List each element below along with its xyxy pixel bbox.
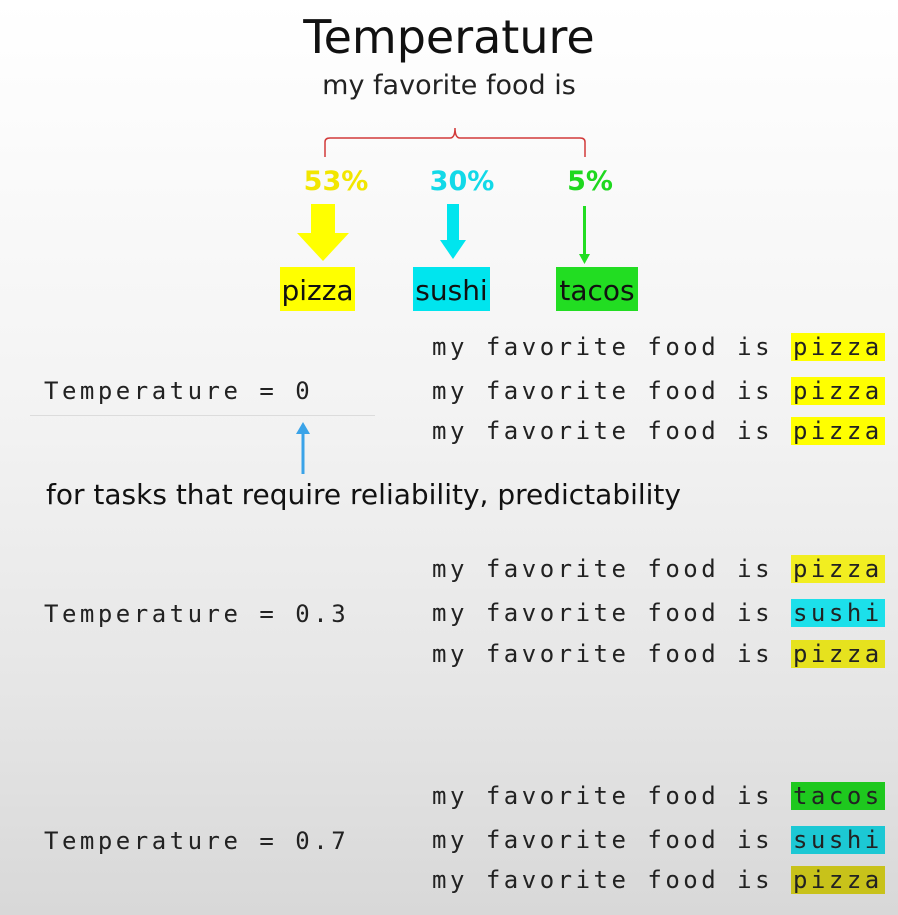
example-line: my favorite food is sushi — [432, 599, 885, 627]
highlighted-word: tacos — [790, 782, 885, 810]
percent-sushi: 30% — [429, 166, 495, 197]
word-sushi: sushi — [413, 267, 490, 311]
up-arrow-icon — [296, 422, 310, 474]
example-line: my favorite food is pizza — [432, 417, 885, 445]
brace-and-arrows — [297, 127, 590, 264]
highlighted-word: pizza — [790, 333, 885, 361]
arrow-pizza-icon — [297, 204, 349, 261]
example-prefix: my favorite food is — [432, 866, 791, 894]
reliability-note: for tasks that require reliability, pred… — [46, 478, 681, 511]
word-tacos: tacos — [556, 267, 638, 311]
word-pizza: pizza — [280, 267, 355, 311]
example-line: my favorite food is pizza — [432, 866, 885, 894]
temperature-label-0-3: Temperature = 0.3 — [44, 600, 350, 628]
highlighted-word: pizza — [790, 417, 885, 445]
example-prefix: my favorite food is — [432, 599, 791, 627]
divider — [30, 415, 375, 416]
example-line: my favorite food is tacos — [432, 782, 885, 810]
highlighted-word: pizza — [790, 555, 885, 583]
example-prefix: my favorite food is — [432, 417, 791, 445]
highlighted-word: pizza — [790, 377, 885, 405]
example-prefix: my favorite food is — [432, 782, 791, 810]
highlighted-word: sushi — [790, 826, 885, 854]
example-line: my favorite food is pizza — [432, 555, 885, 583]
example-prefix: my favorite food is — [432, 377, 791, 405]
prompt-text: my favorite food is — [322, 70, 576, 101]
temperature-label-0-7: Temperature = 0.7 — [44, 827, 350, 855]
example-line: my favorite food is pizza — [432, 333, 885, 361]
example-line: my favorite food is sushi — [432, 826, 885, 854]
arrow-tacos-icon — [579, 206, 590, 264]
highlighted-word: pizza — [790, 640, 885, 668]
example-line: my favorite food is pizza — [432, 377, 885, 405]
highlighted-word: sushi — [790, 599, 885, 627]
arrow-sushi-icon — [440, 204, 466, 259]
example-line: my favorite food is pizza — [432, 640, 885, 668]
example-prefix: my favorite food is — [432, 826, 791, 854]
diagram-title: Temperature — [303, 10, 595, 64]
example-prefix: my favorite food is — [432, 333, 791, 361]
example-prefix: my favorite food is — [432, 640, 791, 668]
probability-brace — [324, 127, 586, 157]
example-prefix: my favorite food is — [432, 555, 791, 583]
percent-tacos: 5% — [567, 166, 613, 197]
temperature-label-0: Temperature = 0 — [44, 377, 314, 405]
highlighted-word: pizza — [790, 866, 885, 894]
percent-pizza: 53% — [303, 166, 369, 197]
